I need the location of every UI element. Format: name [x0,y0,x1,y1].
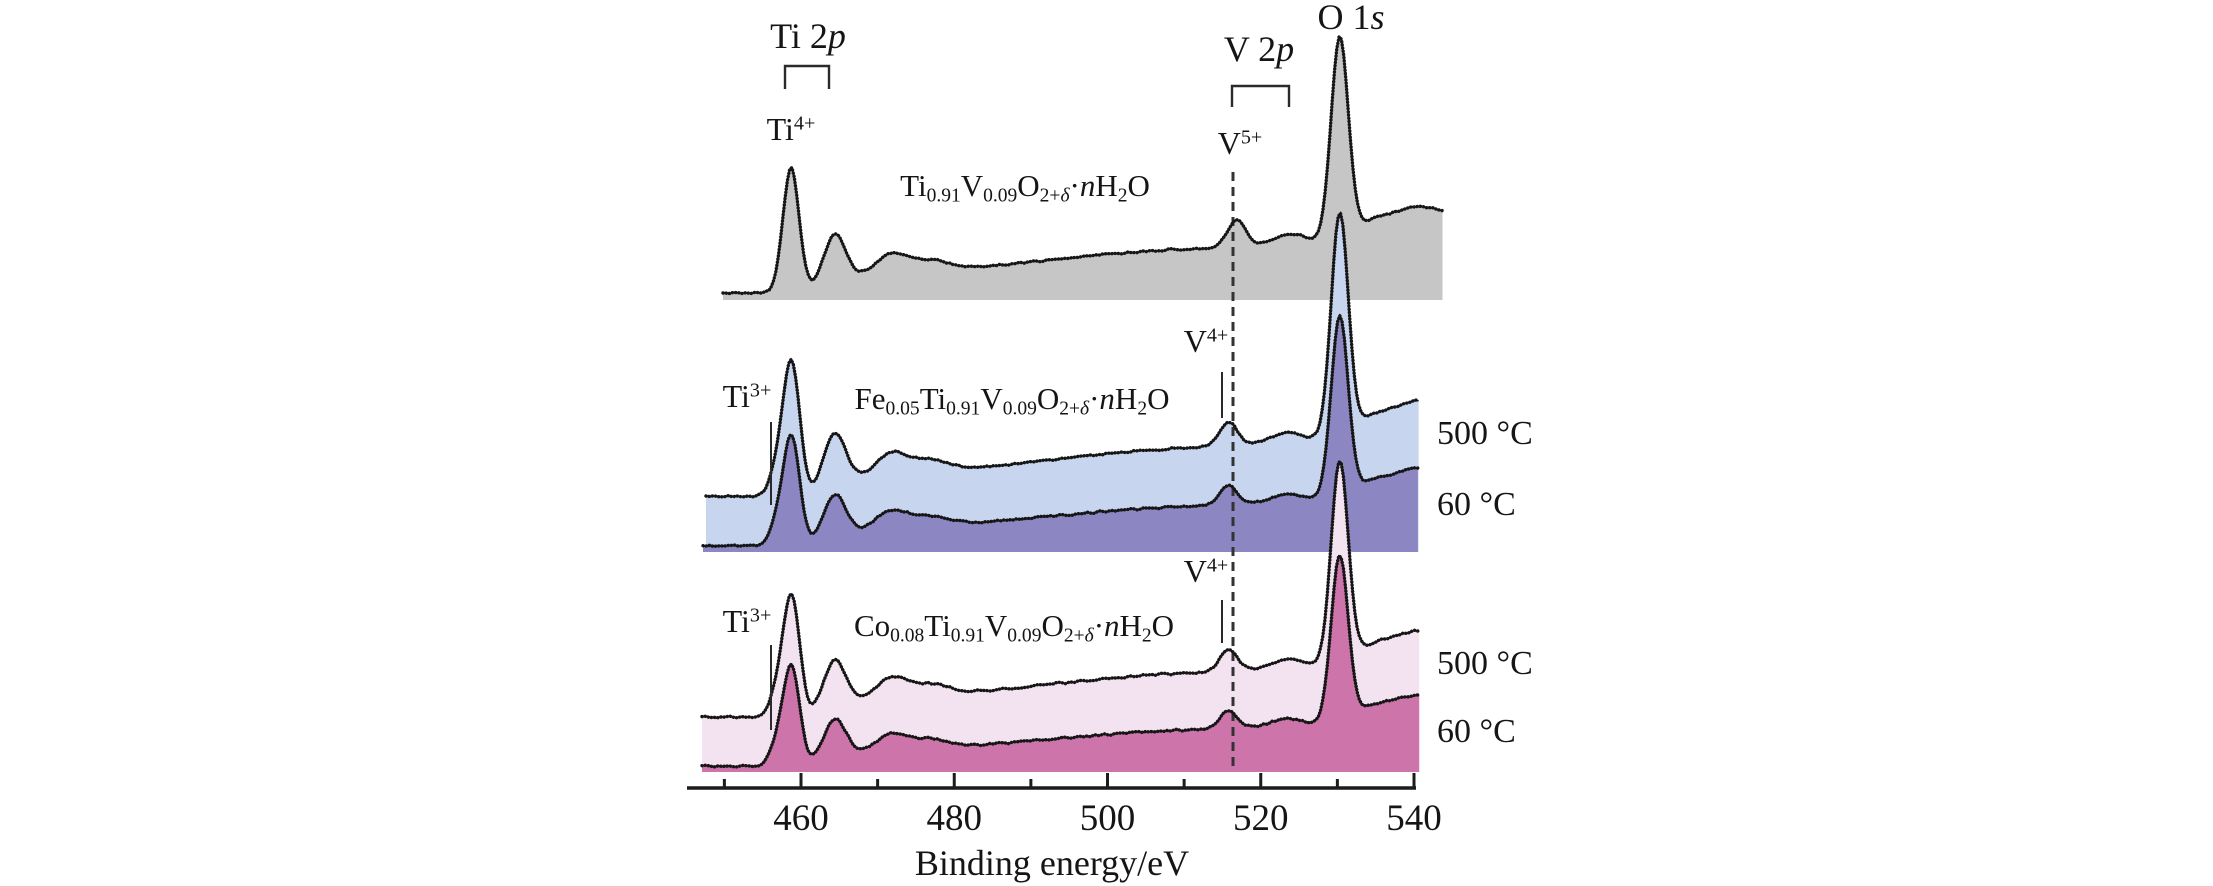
text-segment: n [1099,381,1115,416]
text-segment: O [1017,168,1040,203]
text-segment: 5+ [1240,126,1263,149]
formula-cotivo: Co0.08Ti0.91V0.09O2+δ·nH2O [853,608,1175,647]
text-segment: · [1069,168,1080,203]
text-segment: 0.09 [1002,398,1037,420]
v2p-bracket [1230,84,1291,107]
formula-tivo: Ti0.91V0.09O2+δ·nH2O [900,168,1150,207]
text-segment: O [1147,381,1170,416]
text-segment: H [1095,168,1118,203]
text-segment: Ti [722,378,750,414]
temp-label-fe-60: 60 °C [1437,486,1516,523]
ti2p-bracket [783,64,831,89]
text-segment: Ti 2 [770,16,828,56]
spectrum-fill-cotivo-500 [702,462,1420,772]
text-segment: p [827,16,846,56]
text-segment: s [1370,0,1385,37]
temp-label-fe-500: 500 °C [1437,415,1533,452]
text-segment: δ [1060,185,1070,207]
text-segment: 2+ [1059,398,1081,420]
temp-label-co-500: 500 °C [1437,645,1533,682]
text-segment: 4+ [1206,554,1229,577]
text-segment: δ [1080,398,1090,420]
text-segment: H [1114,381,1138,416]
text-segment: O [1036,381,1060,416]
text-segment: O [1151,608,1175,643]
text-segment: Ti [722,603,750,639]
text-segment: H [1119,608,1142,643]
text-segment: 4+ [1206,324,1229,347]
text-segment: 3+ [749,604,772,627]
spectrum-fill-fetivo-500 [706,213,1419,552]
text-segment: Co [853,608,891,643]
text-segment: Ti [766,111,794,147]
text-segment: Fe [854,381,886,416]
text-segment: V [980,381,1003,416]
text-segment: O 1 [1317,0,1371,37]
text-segment: Ti [924,608,951,643]
text-segment: δ [1084,625,1094,647]
text-segment: 2 [1117,185,1128,207]
x-axis-title: Binding energy/eV [914,843,1190,883]
o1s-region-label: O 1s [1317,0,1384,37]
spectrum-points-tivo [721,32,1445,296]
x-tick-label: 540 [1386,798,1442,839]
spectrum-fill-cotivo-60 [702,555,1420,772]
co-v4-peak-label: V4+ [1183,553,1229,590]
ti2p-region-label: Ti 2p [770,16,846,56]
spectrum-fill-tivo [723,36,1443,300]
text-segment: 2 [1141,625,1152,647]
v5-peak-label: V5+ [1217,125,1263,162]
spectrum-points-fetivo-60 [701,310,1420,549]
text-segment: Ti [900,168,927,203]
text-segment: V 2 [1223,29,1277,69]
text-segment: 0.09 [983,185,1018,207]
fe-ti3-peak-label: Ti3+ [722,378,772,415]
x-tick-label: 460 [773,798,829,839]
text-segment: 0.91 [946,398,981,420]
text-segment: O [1041,608,1064,643]
temp-label-co-60: 60 °C [1437,713,1516,750]
ti4-peak-label: Ti4+ [766,111,816,148]
text-segment: 0.09 [1007,625,1042,647]
text-segment: 2+ [1039,185,1061,207]
text-segment: Ti [919,381,947,416]
text-segment: n [1079,168,1096,203]
text-segment: 3+ [749,379,772,402]
text-segment: n [1104,608,1120,643]
text-segment: · [1089,381,1100,416]
text-segment: · [1093,608,1105,643]
x-tick-label: 500 [1080,798,1136,839]
text-segment: p [1276,29,1295,69]
text-segment: V [960,168,984,203]
x-tick-label: 480 [927,798,983,839]
text-segment: 0.91 [926,185,961,207]
text-segment: V [984,608,1008,643]
text-segment: 2+ [1063,625,1085,647]
text-segment: 2 [1137,398,1148,420]
x-tick-label: 520 [1233,798,1289,839]
formula-fetivo: Fe0.05Ti0.91V0.09O2+δ·nH2O [854,381,1170,420]
co-ti3-peak-label: Ti3+ [722,603,772,640]
text-segment: V [1217,125,1241,161]
spectrum-points-cotivo-500 [700,459,1421,720]
spectrum-points-cotivo-60 [700,553,1421,769]
text-segment: V [1183,323,1207,359]
text-segment: 0.91 [950,625,985,647]
text-segment: 0.08 [890,625,925,647]
v2p-region-label: V 2p [1224,29,1294,69]
text-segment: V [1183,553,1207,589]
text-segment: 0.05 [885,398,920,420]
text-segment: O [1127,168,1150,203]
fe-v4-peak-label: V4+ [1183,323,1229,360]
spectrum-points-fetivo-500 [704,208,1421,499]
text-segment: 4+ [793,112,816,135]
